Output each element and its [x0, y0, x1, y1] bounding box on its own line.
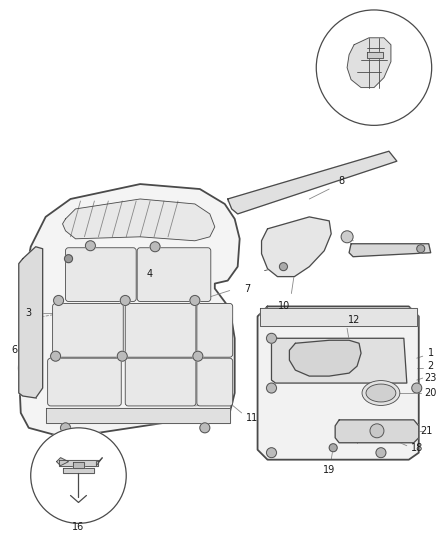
Circle shape: [329, 444, 337, 451]
Text: 4: 4: [147, 269, 153, 279]
Circle shape: [60, 423, 71, 433]
Polygon shape: [19, 184, 240, 438]
Circle shape: [193, 351, 203, 361]
Circle shape: [412, 383, 422, 393]
Circle shape: [376, 448, 386, 458]
Text: 12: 12: [348, 316, 360, 325]
FancyBboxPatch shape: [53, 303, 123, 357]
FancyBboxPatch shape: [197, 303, 233, 357]
Polygon shape: [290, 340, 361, 376]
Circle shape: [316, 10, 432, 125]
Text: 11: 11: [245, 413, 258, 423]
Text: 18: 18: [411, 443, 423, 453]
Circle shape: [53, 295, 64, 305]
Polygon shape: [96, 458, 102, 466]
Circle shape: [190, 295, 200, 305]
Polygon shape: [59, 459, 99, 466]
Polygon shape: [46, 408, 230, 423]
Text: 1: 1: [427, 348, 434, 358]
Text: 20: 20: [424, 388, 437, 398]
Polygon shape: [367, 52, 383, 58]
Circle shape: [200, 423, 210, 433]
Text: 8: 8: [338, 176, 344, 186]
Polygon shape: [258, 306, 419, 459]
Polygon shape: [19, 247, 42, 398]
Text: 23: 23: [424, 373, 437, 383]
Text: 19: 19: [323, 465, 336, 474]
Circle shape: [150, 242, 160, 252]
Polygon shape: [63, 467, 95, 473]
FancyBboxPatch shape: [197, 358, 233, 406]
Polygon shape: [228, 151, 397, 214]
Polygon shape: [349, 244, 431, 257]
Polygon shape: [260, 309, 417, 326]
Circle shape: [341, 231, 353, 243]
Circle shape: [64, 255, 73, 263]
FancyBboxPatch shape: [66, 248, 136, 302]
Circle shape: [51, 351, 60, 361]
Ellipse shape: [366, 384, 396, 402]
Polygon shape: [261, 217, 331, 277]
FancyBboxPatch shape: [125, 358, 196, 406]
Polygon shape: [73, 462, 85, 467]
Text: 3: 3: [26, 309, 32, 318]
Text: 2: 2: [427, 361, 434, 371]
Text: 21: 21: [420, 426, 433, 436]
Polygon shape: [335, 420, 419, 443]
Polygon shape: [272, 338, 407, 383]
Polygon shape: [63, 199, 215, 241]
Text: 7: 7: [244, 284, 251, 294]
Text: 10: 10: [278, 302, 290, 311]
Circle shape: [266, 333, 276, 343]
Circle shape: [279, 263, 287, 271]
Polygon shape: [57, 458, 68, 466]
Text: 16: 16: [72, 522, 85, 532]
Polygon shape: [347, 38, 391, 87]
FancyBboxPatch shape: [48, 358, 121, 406]
FancyBboxPatch shape: [137, 248, 211, 302]
Circle shape: [370, 424, 384, 438]
Circle shape: [120, 295, 130, 305]
Circle shape: [85, 241, 95, 251]
Text: 6: 6: [12, 345, 18, 355]
Circle shape: [31, 428, 126, 523]
FancyBboxPatch shape: [125, 303, 196, 357]
Circle shape: [266, 448, 276, 458]
Ellipse shape: [362, 381, 400, 406]
Circle shape: [117, 351, 127, 361]
Circle shape: [266, 383, 276, 393]
Circle shape: [417, 245, 425, 253]
